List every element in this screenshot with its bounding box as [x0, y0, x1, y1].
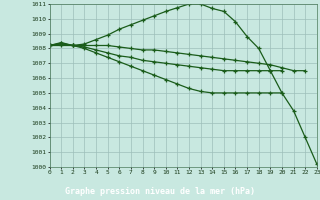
Text: Graphe pression niveau de la mer (hPa): Graphe pression niveau de la mer (hPa)	[65, 186, 255, 196]
